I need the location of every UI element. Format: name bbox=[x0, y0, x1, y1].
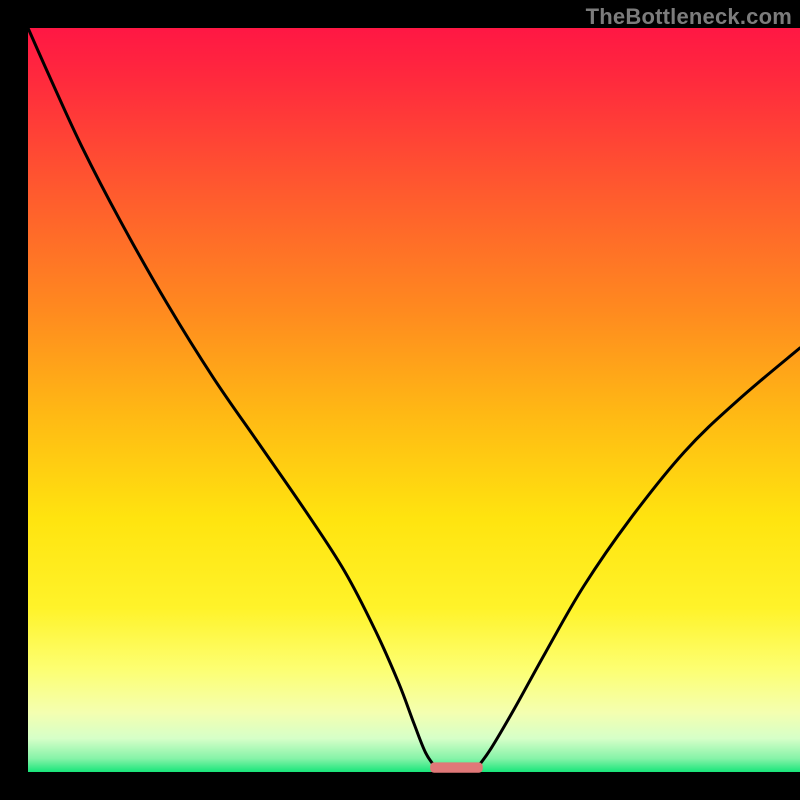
gradient-plot-area bbox=[28, 28, 800, 772]
optimum-marker bbox=[430, 762, 482, 772]
bottleneck-chart bbox=[0, 0, 800, 800]
watermark-text: TheBottleneck.com bbox=[586, 4, 792, 30]
chart-container: TheBottleneck.com bbox=[0, 0, 800, 800]
